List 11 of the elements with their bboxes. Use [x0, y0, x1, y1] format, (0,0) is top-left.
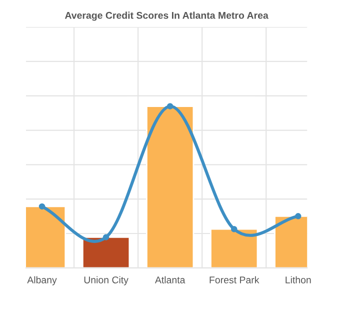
point [230, 226, 238, 232]
point [295, 213, 302, 220]
x-tick-label: Union City [84, 276, 128, 286]
x-tick-label: Atlanta [154, 276, 186, 284]
chart-title: Average Credit Scores In Atlanta Metro Area [64, 12, 268, 21]
point [102, 234, 110, 240]
point [166, 103, 174, 110]
point [38, 203, 46, 210]
x-tick-label: Lithon [286, 276, 311, 284]
x-tick-label: Forest Park [210, 276, 260, 284]
x-tick-label: Albany [27, 276, 57, 286]
